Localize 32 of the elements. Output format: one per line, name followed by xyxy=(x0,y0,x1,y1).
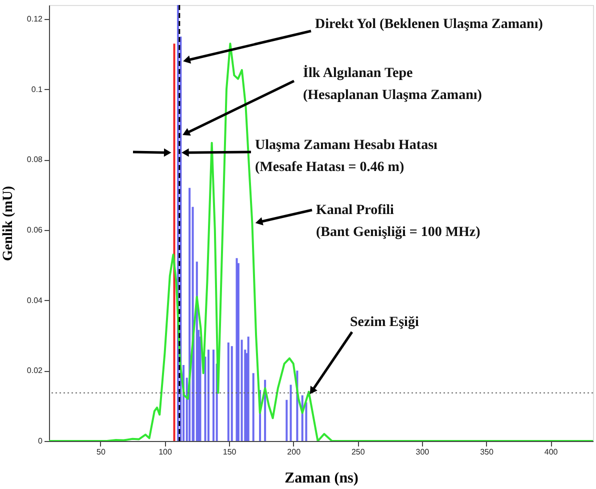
annotation: Kanal Profili (Bant Genişliği = 100 MHz) xyxy=(316,203,481,240)
bar xyxy=(252,373,254,441)
bar xyxy=(173,44,176,441)
annotation: İlk Algılanan Tepe (Hesaplanan Ulaşma Zamanı) xyxy=(303,65,482,103)
annotation: Direkt Yol (Beklenen Ulaşma Zamanı) xyxy=(315,17,544,32)
x-tick-label: 100 xyxy=(158,448,172,456)
bar xyxy=(230,346,233,441)
x-tick-label: 300 xyxy=(416,448,430,456)
x-tick-label: 150 xyxy=(222,448,237,456)
y-tick-label: 0 xyxy=(38,436,44,446)
x-tick-label: 50 xyxy=(96,448,106,456)
y-tick-label: 0.04 xyxy=(26,296,44,305)
x-tick-label: 250 xyxy=(351,448,366,456)
bar xyxy=(290,384,292,441)
bar xyxy=(207,350,210,441)
y-tick-label: 0.02 xyxy=(26,366,44,376)
bar xyxy=(286,400,288,441)
y-axis-title: Genlik (mU) xyxy=(0,186,16,262)
y-tick-label: 0.1 xyxy=(31,84,44,94)
x-axis-title: Zaman (ns) xyxy=(284,470,358,486)
x-tick-label: 350 xyxy=(480,448,494,456)
annotation: Ulaşma Zamanı Hesabı Hatası (Mesafe Hatası = 0.46 m) xyxy=(255,138,438,175)
x-tick-label: 400 xyxy=(544,448,558,456)
bar xyxy=(227,342,230,441)
annotation: Sezim Eşiği xyxy=(350,315,419,330)
y-tick-label: 0.12 xyxy=(26,14,44,24)
bar xyxy=(247,336,250,441)
y-tick-label: 0.06 xyxy=(26,226,44,235)
bar xyxy=(212,350,214,441)
bar xyxy=(188,188,191,441)
x-tick-label: 200 xyxy=(287,448,302,456)
y-tick-label: 0.08 xyxy=(26,155,44,164)
